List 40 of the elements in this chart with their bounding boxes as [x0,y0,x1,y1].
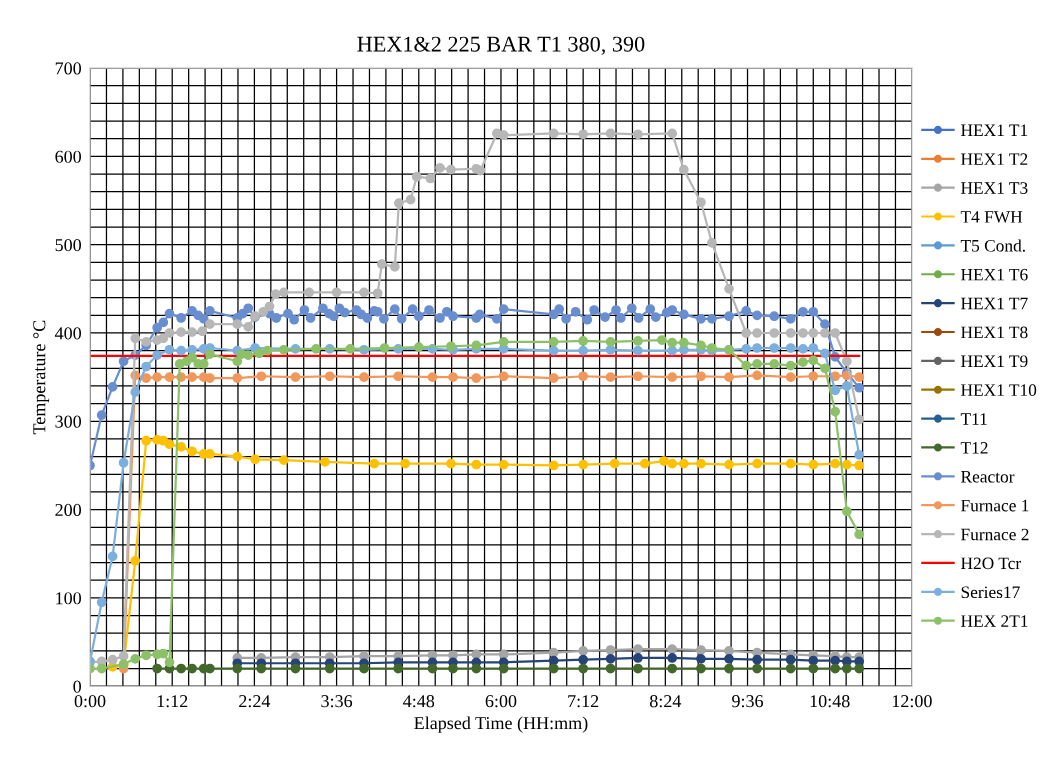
legend-label: HEX1 T3 [961,182,1028,194]
x-axis-title: Elapsed Time (HH:mm) [414,716,588,733]
legend-label: HEX1 T6 [961,268,1028,281]
x-tick-label: 8:24 [649,695,682,708]
y-tick-label: 400 [54,327,82,340]
legend-label: Furnace 1 [961,499,1029,512]
legend-label: T5 Cond. [960,239,1025,252]
y-tick-label: 100 [56,592,82,605]
legend-label: Furnace 2 [961,528,1029,541]
y-tick-label: 600 [55,150,82,163]
legend-label: T11 [960,413,987,425]
legend-label: HEX1 T1 [961,124,1028,136]
legend-label: T12 [960,442,988,454]
y-tick-label: 0 [73,680,82,693]
x-tick-label: 7:12 [568,695,599,708]
x-tick-label: 6:00 [485,695,517,708]
x-tick-label: 0:00 [74,695,106,708]
y-tick-label: 200 [55,503,82,517]
legend-label: T4 FWH [960,211,1023,223]
x-tick-label: 9:36 [732,695,764,708]
y-tick-label: 500 [55,238,82,252]
x-tick-label: 4:48 [403,695,435,708]
x-tick-label: 12:00 [892,695,932,708]
y-tick-label: 700 [55,62,82,75]
x-tick-label: 3:36 [321,695,353,708]
legend-label: HEX1 T10 [961,384,1037,396]
legend-label: HEX1 T2 [961,153,1028,165]
x-tick-label: 1:12 [157,695,188,708]
y-tick-label: 300 [55,415,82,428]
x-tick-label: 10:48 [810,695,850,708]
legend-label: Series17 [961,586,1020,599]
chart-title: HEX1&2 225 BAR T1 380, 390 [357,36,645,55]
legend-label: HEX1 T9 [961,355,1028,368]
legend-label: HEX1 T8 [961,326,1028,339]
legend-label: HEX1 T7 [961,297,1028,310]
legend-label: H2O Tcr [961,557,1022,570]
y-axis-title: Temperature °C [33,320,50,435]
legend-label: Reactor [961,471,1015,483]
x-tick-label: 2:24 [239,695,271,708]
legend-label: HEX 2T1 [961,615,1028,627]
